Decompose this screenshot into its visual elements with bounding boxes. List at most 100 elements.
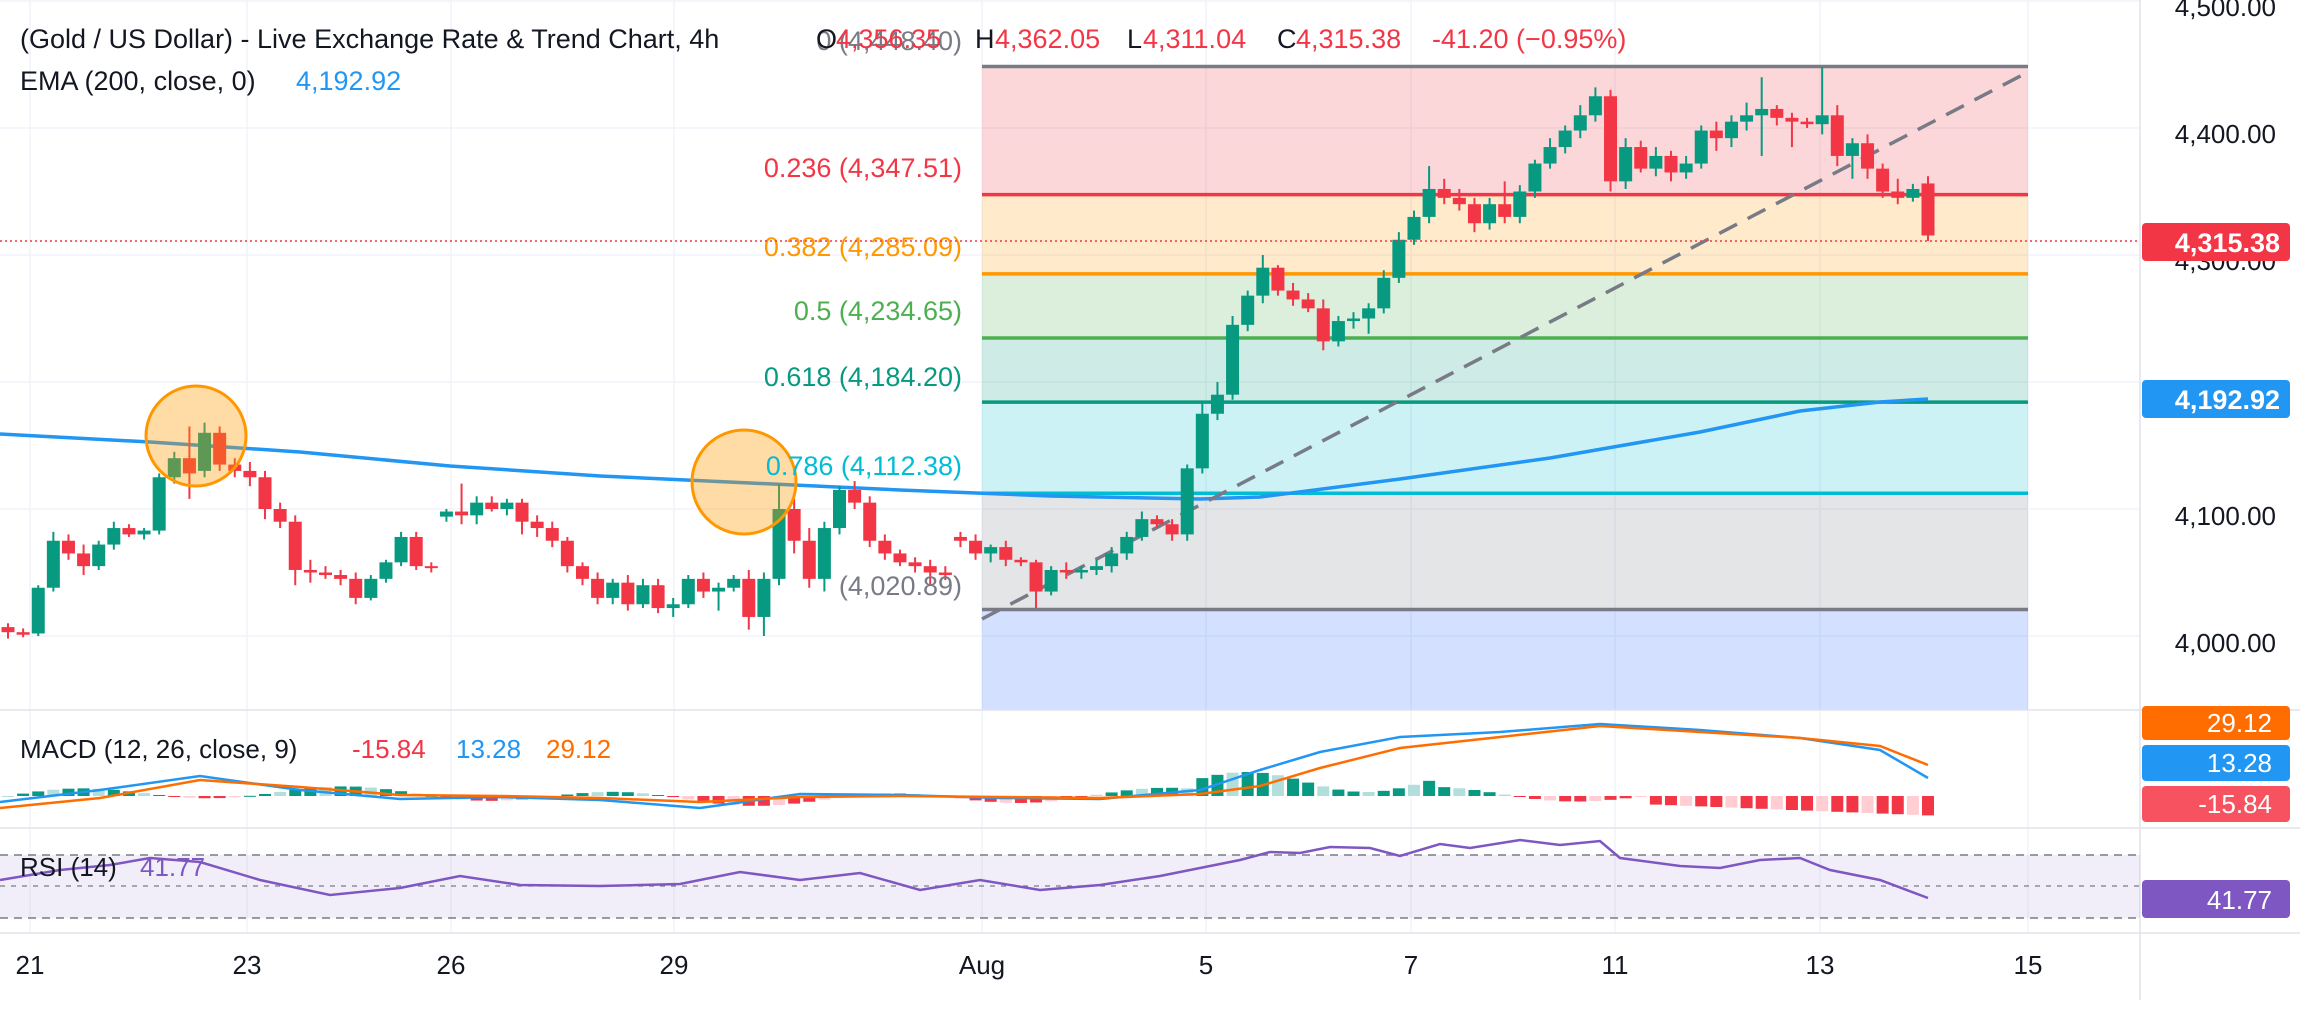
candle-body (1558, 130, 1572, 148)
macd-histogram-bar (485, 796, 498, 801)
time-tick: 5 (1199, 950, 1213, 980)
macd-histogram-bar (153, 794, 166, 796)
candle-body (1906, 188, 1920, 198)
candle-body (1195, 413, 1209, 469)
candle-body (273, 509, 287, 522)
macd-histogram-bar (1317, 786, 1330, 796)
fib-zone (982, 493, 2028, 610)
candle-body (545, 528, 559, 541)
candle-body (167, 458, 181, 478)
candle-body (152, 477, 166, 531)
macd-label: MACD (12, 26, close, 9) (20, 734, 297, 764)
candle-body (500, 502, 514, 509)
highlight-circle-1 (144, 384, 248, 488)
macd-histogram-bar (1770, 796, 1783, 810)
candle-body (1180, 468, 1194, 535)
candle-body (1120, 536, 1134, 554)
macd-value: 13.28 (456, 734, 521, 764)
time-tick: 15 (2014, 950, 2043, 980)
macd-histogram-bar (395, 791, 408, 796)
candle-body (1815, 115, 1829, 125)
highlight-circle-2 (690, 428, 798, 536)
candle-body (515, 502, 529, 522)
candle-body (742, 578, 756, 617)
candle-body (1165, 524, 1179, 535)
macd-histogram-bar (1619, 796, 1632, 799)
macd-histogram-bar (1423, 780, 1436, 796)
ema-value: 4,192.92 (296, 66, 401, 96)
macd-histogram-bar (1574, 796, 1587, 802)
macd-histogram-bar (1332, 789, 1345, 796)
macd-histogram-bar (92, 788, 105, 796)
macd-histogram-bar (1407, 784, 1420, 796)
candle-body (1256, 267, 1270, 296)
candle-body (1407, 216, 1421, 240)
ohlc-h-label: H (975, 24, 995, 54)
macd-histogram-bar (1922, 796, 1934, 816)
candle-body (1740, 115, 1754, 122)
macd-histogram-bar (1150, 787, 1163, 796)
ohlc-h-value: 4,362.05 (995, 24, 1100, 54)
candle-body (1271, 267, 1285, 291)
candle-body (878, 540, 892, 554)
candle-body (1543, 147, 1557, 164)
macd-histogram-bar (712, 796, 725, 804)
candle-body (1921, 183, 1935, 236)
macd-histogram-bar (47, 789, 60, 796)
candle-body (606, 582, 620, 598)
macd-line-badge (2142, 745, 2290, 781)
macd-histogram-bar (1453, 788, 1466, 796)
macd-histogram-bar (274, 791, 287, 796)
macd-histogram-bar (1664, 796, 1677, 806)
candle-body (394, 536, 408, 563)
macd-histogram-bar (1241, 772, 1254, 796)
macd-histogram-bar (1196, 778, 1209, 796)
time-axis[interactable]: 21 23 26 29 Aug 5 7 11 13 15 (16, 950, 2043, 980)
macd-histogram-bar (667, 796, 680, 798)
price-axis[interactable]: 4,500.00 4,400.00 4,300.00 4,100.00 4,00… (2142, 0, 2290, 918)
time-tick: 26 (437, 950, 466, 980)
macd-histogram-bar (1513, 796, 1526, 797)
candle-body (1755, 108, 1769, 116)
candle-body (1861, 143, 1875, 169)
macd-histogram-bar (138, 793, 151, 796)
price-tick: 4,100.00 (2175, 501, 2276, 531)
macd-histogram-bar (1392, 788, 1405, 796)
macd-histogram-bar (999, 796, 1012, 803)
candle-body (107, 528, 121, 545)
macd-histogram-bar (1105, 792, 1118, 796)
candle-body (1513, 191, 1527, 217)
last-price-badge (2142, 223, 2290, 261)
candle-body (1377, 277, 1391, 309)
macd-histogram-bar (1604, 796, 1617, 800)
macd-histogram-bar (1362, 791, 1375, 796)
macd-histogram-bar (1528, 796, 1541, 799)
macd-histogram-bar (682, 796, 695, 800)
fib-zone (982, 273, 2028, 338)
macd-histogram-bar (1347, 791, 1360, 796)
macd-histogram-bar (17, 793, 30, 796)
macd-histogram-bar (1846, 796, 1859, 813)
ema-label: EMA (200, close, 0) (20, 66, 256, 96)
candle-body (1891, 191, 1905, 198)
candle-body (455, 511, 469, 516)
candle-body (288, 521, 302, 570)
candle-body (1452, 197, 1466, 205)
macd-histogram-bar (1302, 782, 1315, 796)
time-tick: Aug (959, 950, 1005, 980)
candle-body (46, 540, 60, 588)
candle-body (923, 566, 937, 573)
fib-level-label: 0.236 (4,347.51) (764, 153, 962, 183)
candle-body (727, 578, 741, 588)
macd-histogram-bar (1695, 796, 1708, 807)
ohlc-o-label: O (816, 24, 837, 54)
macd-histogram-bar (32, 791, 45, 796)
candle-body (938, 572, 952, 576)
macd-signal-line (0, 724, 1929, 810)
candle-body (439, 511, 453, 517)
candle-body (1286, 290, 1300, 300)
candle-body (61, 540, 75, 554)
macd-histogram-bar (1377, 790, 1390, 796)
candle-body (1150, 519, 1164, 525)
